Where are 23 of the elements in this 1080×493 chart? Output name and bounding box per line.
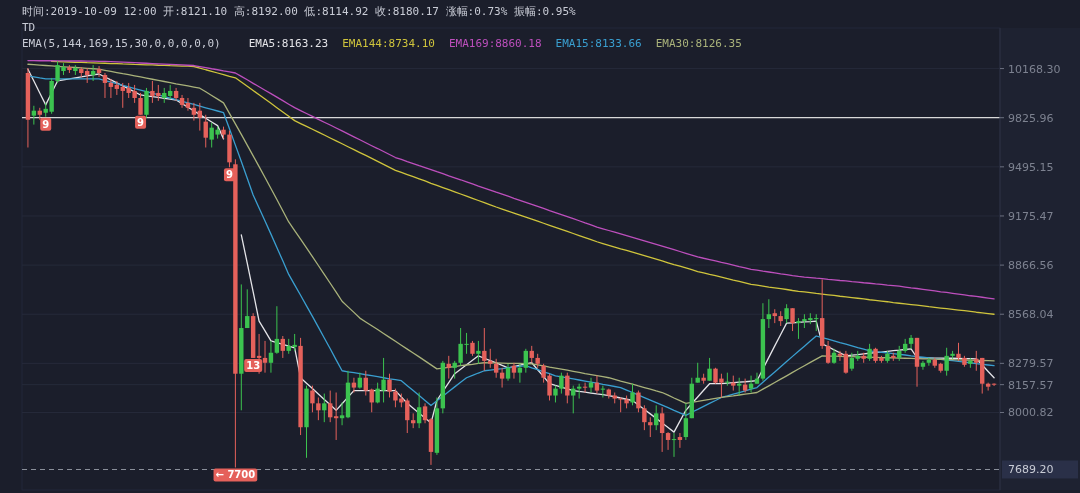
y-tick-label: 8568.04 <box>1008 308 1054 322</box>
y-tick-label: 9175.47 <box>1008 209 1054 223</box>
y-tick-label: 8866.56 <box>1008 259 1054 273</box>
annotation: 9 <box>40 117 52 131</box>
y-tick-label: 9825.96 <box>1008 111 1054 125</box>
series-name: EMA5:8163.23 <box>248 37 329 50</box>
series-name: EMA30:8126.35 <box>655 37 742 50</box>
title: 时间:2019-10-09 12:00 开:8121.10 高:8192.00 低:8114.92 收:8180.17 涨幅:0.73% 振幅:0.95% <box>22 5 576 18</box>
y-tick-label: 9495.15 <box>1008 160 1054 174</box>
series-name: EMA15:8133.66 <box>555 37 642 50</box>
annotation: ← 7700 <box>213 468 258 482</box>
series-name: EMA144:8734.10 <box>342 37 435 50</box>
annotation: 9 <box>223 168 235 182</box>
annotation: TD <box>22 21 36 34</box>
y-tick-label: 10168.30 <box>1008 62 1061 76</box>
annotation: 9 <box>135 115 147 129</box>
annotation: EMA(5,144,169,15,30,0,0,0,0,0) <box>22 37 221 50</box>
series-name: EMA169:8860.18 <box>448 37 542 50</box>
y-tick-label: 8000.82 <box>1008 406 1054 420</box>
y-tick-label: 8157.57 <box>1008 378 1054 392</box>
ref-line-label: 7689.20 <box>1008 463 1054 477</box>
ref-line-label: 7689.20 <box>1002 460 1078 479</box>
y-tick-label: 8279.57 <box>1008 357 1054 371</box>
